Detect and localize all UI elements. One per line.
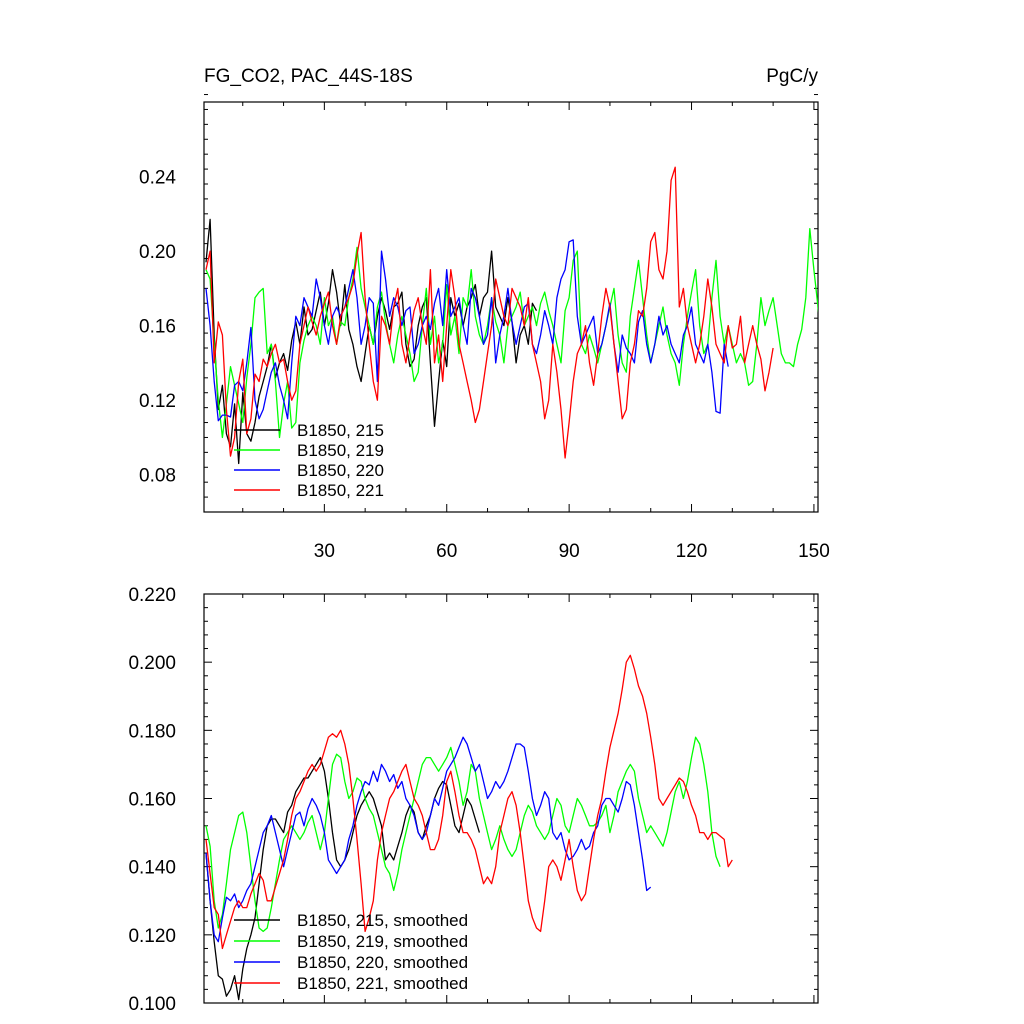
legend-label: B1850, 215 — [297, 421, 384, 440]
y-tick-label: 0.12 — [139, 391, 176, 412]
legend-label: B1850, 220, smoothed — [297, 953, 468, 972]
x-tick-label: 120 — [676, 541, 708, 562]
x-tick-label: 30 — [314, 541, 335, 562]
y-tick-label: 0.120 — [128, 926, 176, 947]
legend-label: B1850, 219 — [297, 441, 384, 460]
y-tick-label: 0.180 — [128, 721, 176, 742]
legend-label: B1850, 219, smoothed — [297, 932, 468, 951]
x-tick-label: 60 — [436, 541, 457, 562]
y-tick-label: 0.08 — [139, 466, 176, 487]
series-line — [205, 654, 733, 950]
legend-label: B1850, 215, smoothed — [297, 911, 468, 930]
y-tick-label: 0.100 — [128, 994, 176, 1015]
y-tick-label: 0.16 — [139, 317, 176, 338]
annual-panel: 30 60 90 120 150 0.08 0.12 0.16 0.20 0.24 B1850, 2… — [139, 94, 830, 562]
legend-label: B1850, 220 — [297, 461, 384, 480]
series-line — [205, 166, 774, 459]
y-tick-label: 0.160 — [128, 790, 176, 811]
legend-label: B1850, 221, smoothed — [297, 974, 468, 993]
y-tick-label: 0.200 — [128, 653, 176, 674]
y-tick-label: 0.220 — [128, 585, 176, 606]
units-label: PgC/y — [766, 66, 818, 87]
legend-label: B1850, 221 — [297, 481, 384, 500]
series-line — [205, 736, 721, 933]
series-line — [205, 736, 652, 943]
x-tick-label: 90 — [559, 541, 580, 562]
x-tick-label: 150 — [798, 541, 830, 562]
y-tick-label: 0.140 — [128, 858, 176, 879]
smoothed-panel: 0.100 0.120 0.140 0.160 0.180 0.200 0.220 B1850… — [128, 585, 819, 1015]
y-tick-label: 0.20 — [139, 242, 176, 263]
y-tick-label: 0.24 — [139, 168, 176, 189]
series-line — [205, 239, 729, 422]
chart-title: FG_CO2, PAC_44S-18S — [204, 66, 413, 87]
series-line — [205, 228, 818, 439]
